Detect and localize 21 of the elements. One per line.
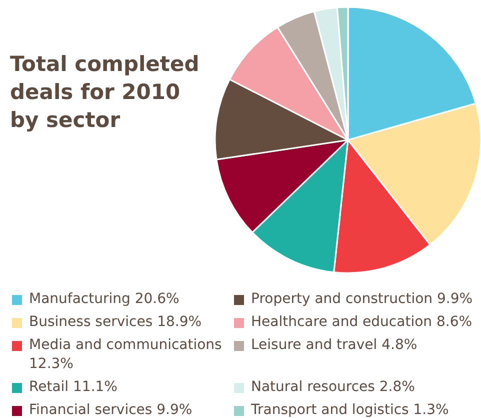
legend-label: Healthcare and education xyxy=(251,314,432,330)
data-label: 9.9% xyxy=(156,402,192,418)
legend-label: Financial services xyxy=(29,402,152,418)
data-label: 18.9% xyxy=(157,314,202,330)
data-label: 1.3% xyxy=(413,402,449,418)
legend-label: Manufacturing xyxy=(29,291,130,307)
data-label: 9.9% xyxy=(436,291,473,307)
data-label: 12.3% xyxy=(29,356,74,372)
data-label: 11.1% xyxy=(73,379,118,395)
legend-label: Retail xyxy=(29,379,69,395)
legend-label: Transport and logistics xyxy=(251,402,409,418)
legend-label: Natural resources xyxy=(251,379,375,395)
legend-label: Business services xyxy=(29,314,153,330)
data-label: 20.6% xyxy=(134,291,180,307)
data-label: 4.8% xyxy=(382,337,418,353)
data-label: 2.8% xyxy=(379,379,415,395)
data-label: 8.6% xyxy=(436,314,472,330)
legend-label: Media and communications xyxy=(29,337,222,353)
legend-label: Leisure and travel xyxy=(251,337,378,353)
text: Total completed deals for 2010 by sector xyxy=(10,51,200,134)
legend-label: Property and construction xyxy=(251,291,433,307)
